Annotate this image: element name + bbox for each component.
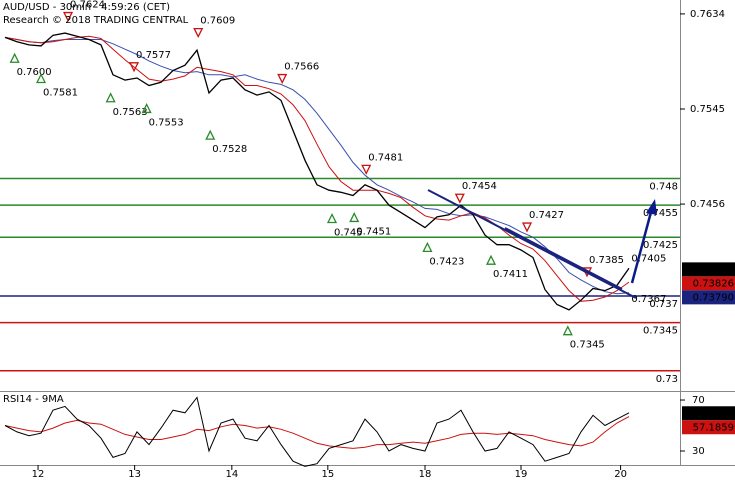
- pivot-high-marker: [277, 73, 288, 85]
- pivot-low-marker: [562, 325, 573, 336]
- last-value-box: [682, 262, 735, 277]
- x-tick-label: 19: [515, 469, 528, 480]
- pivot-label: 0.7609: [200, 16, 235, 27]
- trend-line: [427, 189, 637, 299]
- pivot-high-marker: [193, 27, 204, 39]
- x-tick-label: 20: [614, 469, 627, 480]
- pivot-label: 0.7553: [149, 117, 184, 128]
- pivot-low-marker: [35, 73, 47, 84]
- level-label: 0.748: [649, 181, 678, 192]
- x-tick-label: 15: [321, 469, 334, 480]
- projection-arrow: [630, 211, 653, 284]
- series-line: [4, 416, 630, 449]
- rsi-tick-label: 70: [692, 395, 705, 406]
- series-line: [4, 36, 630, 295]
- pivot-label: 0.7528: [212, 144, 247, 155]
- rsi-title: RSI14 - 9MA: [3, 394, 64, 405]
- pivot-label: 0.7385: [589, 255, 624, 266]
- pivot-label: 0.7427: [529, 210, 564, 221]
- level-label: 0.73: [656, 374, 678, 385]
- pivot-low-marker: [141, 102, 152, 114]
- pivot-label: 0.745: [334, 227, 363, 238]
- pivot-label: 0.7454: [462, 181, 497, 192]
- rsi-tick-label: 30: [692, 446, 705, 457]
- pivot-low-marker: [9, 52, 20, 63]
- pivot-high-marker: [361, 164, 372, 175]
- last-value-label: 57.1859: [693, 422, 734, 433]
- pivot-label: 0.7581: [43, 88, 78, 99]
- trend-line: [504, 227, 623, 290]
- pivot-label: 0.7345: [570, 340, 605, 351]
- pivot-label: 0.7405: [631, 254, 666, 265]
- last-value-label: 0.73949: [693, 264, 734, 275]
- last-value-box: [682, 406, 735, 421]
- series-line: [4, 35, 630, 302]
- y-tick-label: 0.7545: [690, 104, 725, 115]
- pivot-label: 0.7600: [17, 67, 52, 78]
- pivot-low-marker: [326, 213, 338, 224]
- y-tick-label: 0.7634: [690, 9, 725, 20]
- x-tick-label: 13: [128, 469, 141, 480]
- last-value-box: [682, 290, 735, 305]
- last-value-box: [682, 276, 735, 291]
- pivot-label: 0.7566: [284, 62, 319, 73]
- pivot-low-marker: [485, 254, 497, 265]
- pivot-low-marker: [205, 129, 216, 140]
- pivot-label: 0.7451: [356, 226, 391, 237]
- pivot-label: 0.7423: [429, 256, 464, 267]
- pivot-label: 0.7481: [368, 152, 403, 163]
- level-label: 0.7455: [643, 208, 678, 219]
- level-label: 0.737: [649, 299, 678, 310]
- last-value-label: 0.73826: [693, 278, 734, 289]
- arrow-head: [646, 199, 657, 215]
- pivot-label: 0.7624: [70, 0, 105, 11]
- pivot-low-marker: [105, 92, 116, 103]
- pivot-label: 0.7411: [493, 269, 528, 280]
- last-value-box: [682, 420, 735, 435]
- level-label: 0.7425: [643, 240, 678, 251]
- last-value-label: 0.73790: [693, 292, 734, 303]
- series-line: [4, 396, 630, 467]
- pivot-low-marker: [349, 211, 360, 223]
- pivot-label: 0.7563: [113, 107, 148, 118]
- pivot-high-marker: [521, 222, 533, 233]
- series-line: [4, 32, 630, 311]
- last-value-label: 59.6101: [693, 408, 734, 419]
- pivot-high-marker: [454, 193, 465, 204]
- pivot-label: 0.7367: [631, 294, 666, 305]
- pivot-high-marker: [62, 11, 74, 23]
- x-tick-label: 12: [32, 469, 45, 480]
- level-label: 0.7345: [643, 326, 678, 337]
- chart-subtitle: Research © 2018 TRADING CENTRAL: [3, 15, 189, 26]
- pivot-label: 0.7577: [136, 50, 171, 61]
- y-tick-label: 0.7456: [690, 199, 725, 210]
- chart-title: AUD/USD - 30min - 4:59:26 (CET): [3, 2, 170, 13]
- pivot-low-marker: [422, 241, 433, 252]
- x-tick-label: 18: [419, 469, 432, 480]
- pivot-high-marker: [128, 62, 140, 73]
- x-tick-label: 14: [225, 469, 238, 480]
